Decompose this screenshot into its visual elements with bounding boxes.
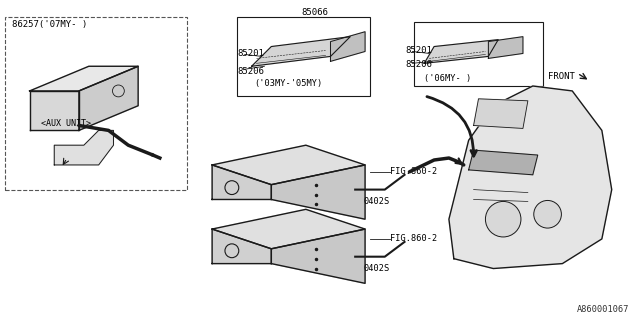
Circle shape: [485, 201, 521, 237]
Polygon shape: [79, 66, 138, 131]
Text: 85206: 85206: [406, 60, 433, 69]
Text: FRONT: FRONT: [548, 72, 575, 81]
Text: ('06MY- ): ('06MY- ): [424, 74, 472, 83]
Text: 0402S: 0402S: [363, 197, 389, 206]
Polygon shape: [271, 229, 365, 283]
Polygon shape: [271, 165, 365, 219]
Text: 86257('07MY- ): 86257('07MY- ): [12, 20, 87, 29]
Polygon shape: [424, 40, 499, 63]
Bar: [40, 104, 69, 116]
Polygon shape: [488, 37, 523, 58]
Bar: [414, 22, 543, 86]
Text: ('03MY-'05MY): ('03MY-'05MY): [255, 78, 323, 88]
Polygon shape: [212, 229, 271, 264]
Polygon shape: [29, 91, 79, 131]
Polygon shape: [29, 66, 138, 91]
Circle shape: [534, 200, 561, 228]
Text: <AUX UNIT>: <AUX UNIT>: [42, 119, 92, 128]
Polygon shape: [474, 99, 528, 128]
Text: 85206: 85206: [238, 67, 265, 76]
Text: FIG.860-2: FIG.860-2: [390, 167, 437, 176]
Text: 85066: 85066: [301, 9, 328, 18]
Text: A860001067: A860001067: [577, 306, 630, 315]
Polygon shape: [54, 131, 113, 165]
Polygon shape: [212, 165, 271, 199]
Text: 85201: 85201: [406, 46, 433, 55]
Polygon shape: [468, 150, 538, 175]
Polygon shape: [449, 86, 612, 268]
Text: 85201: 85201: [238, 49, 265, 58]
Text: FIG.860-2: FIG.860-2: [390, 235, 437, 244]
Polygon shape: [212, 145, 365, 185]
Text: 0402S: 0402S: [363, 264, 389, 273]
Bar: [5, 17, 188, 189]
Polygon shape: [252, 37, 350, 66]
Polygon shape: [330, 32, 365, 61]
Polygon shape: [212, 209, 365, 249]
Bar: [237, 17, 370, 96]
